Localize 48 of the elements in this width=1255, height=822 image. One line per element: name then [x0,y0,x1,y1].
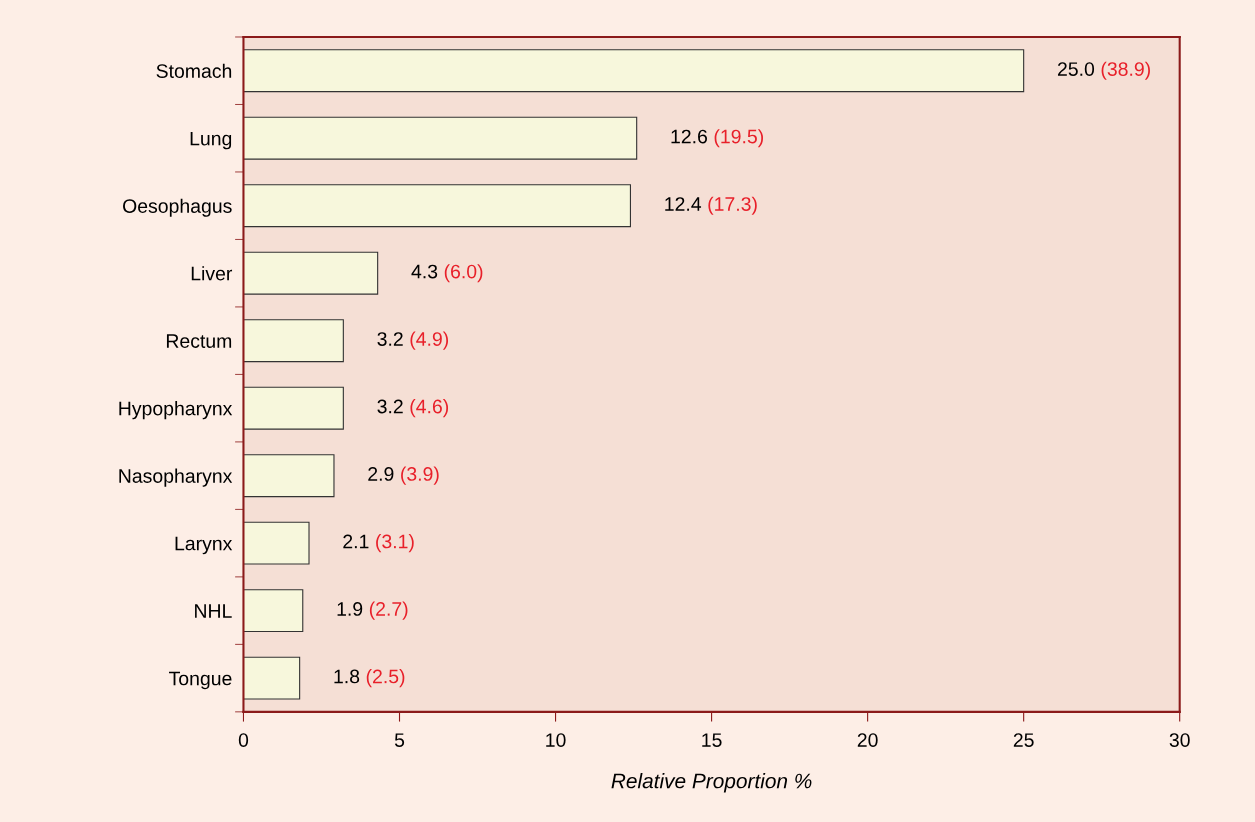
annotation: (3.9) [401,466,439,485]
y-tick-label: Stomach [156,63,232,78]
annotation: (2.7) [369,601,408,620]
y-tick-label: Oesophagus [123,198,232,217]
annotation: (4.6) [410,399,449,418]
data-label: 4.3 [411,264,438,279]
bar [243,386,344,430]
data-label: 12.4 [665,197,702,211]
x-tick-label: 30 [1169,733,1190,747]
data-label: 1.8 [334,669,360,684]
y-tick-label: Liver [191,266,233,281]
data-label: 25.0 [1057,62,1095,76]
x-tick-label: 15 [702,733,722,747]
bar [243,49,1025,93]
x-tick-label: 0 [238,733,249,747]
annotation: (2.5) [366,669,405,688]
y-tick-label: Nasopharynx [119,468,233,487]
bar [243,184,632,228]
data-label: 1.9 [337,602,363,616]
data-label: 2.1 [343,534,369,549]
y-tick-label: Rectum [166,334,232,348]
data-label: 12.6 [671,129,708,144]
bar [243,319,344,363]
y-tick-label: Hypopharynx [119,401,233,420]
x-tick-label: 5 [394,733,405,747]
y-tick-label: Lung [190,131,232,150]
bar [243,589,304,633]
data-label: 2.9 [368,467,394,481]
data-label: 3.2 [377,332,403,346]
bar [243,656,301,700]
data-label: 3.2 [377,399,403,414]
y-tick-label: Larynx [175,536,233,555]
bar [243,521,310,565]
annotation: (3.1) [376,534,414,553]
bar [243,116,638,160]
bar [243,251,379,295]
annotation: (6.0) [444,264,483,283]
annotation: (17.3) [708,196,757,215]
bar [243,454,335,498]
annotation: (19.5) [714,129,763,148]
x-tick-label: 25 [1013,733,1034,747]
y-tick-label: Tongue [169,671,232,690]
annotation: (38.9) [1101,61,1150,80]
x-tick-label: 20 [857,733,878,747]
x-axis-title: Relative Proportion % [611,773,812,793]
x-tick-label: 10 [546,733,566,747]
annotation: (4.9) [410,331,449,350]
y-tick-label: NHL [195,604,232,618]
